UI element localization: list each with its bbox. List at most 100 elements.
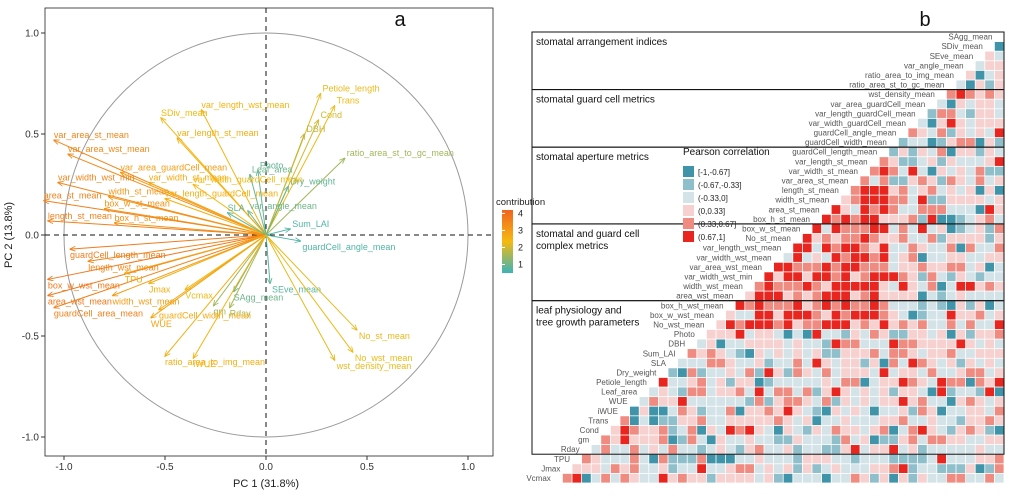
heatmap-cell	[754, 320, 764, 330]
heatmap-cell	[975, 368, 985, 378]
group-title: tree growth parameters	[536, 318, 639, 329]
heatmap-cell	[697, 473, 706, 483]
heatmap-cell	[860, 291, 870, 301]
vector-arrow	[265, 229, 290, 236]
heatmap-cell	[850, 454, 860, 464]
heatmap-cell	[975, 445, 985, 454]
heatmap-cell	[975, 377, 985, 387]
heatmap-cell	[793, 291, 802, 301]
heatmap-cell	[985, 233, 994, 243]
heatmap-cell	[802, 377, 812, 387]
heatmap-cell	[630, 454, 639, 464]
heatmap-legend-label: (0.33,0.67]	[698, 220, 736, 229]
heatmap-cell	[985, 416, 994, 426]
heatmap-cell	[735, 454, 745, 464]
heatmap-cell	[716, 425, 726, 435]
vector-label: var_width_wst_min	[58, 172, 135, 182]
heatmap-cell	[812, 349, 822, 358]
heatmap-cell	[841, 416, 850, 426]
heatmap-cell	[946, 272, 956, 282]
heatmap-cell	[994, 233, 1004, 243]
heatmap-cell	[870, 195, 879, 205]
heatmap-cell	[956, 195, 966, 205]
heatmap-cell	[918, 137, 927, 147]
heatmap-cell	[870, 166, 879, 176]
heatmap-cell	[937, 137, 946, 147]
heatmap-cell	[745, 291, 754, 301]
heatmap-cell	[908, 435, 918, 445]
heatmap-cell	[927, 205, 937, 214]
vector-label: No_st_mean	[359, 331, 410, 341]
heatmap-cell	[918, 262, 927, 272]
heatmap-cell	[668, 445, 678, 454]
heatmap-cell	[735, 358, 745, 368]
heatmap-cell	[774, 425, 783, 435]
heatmap-cell	[889, 416, 898, 426]
heatmap-cell	[975, 176, 985, 186]
heatmap-cell	[764, 310, 774, 320]
heatmap-cell	[975, 454, 985, 464]
heatmap-cell	[975, 416, 985, 426]
heatmap-cell	[812, 243, 822, 253]
heatmap-cell	[754, 310, 764, 320]
heatmap-cell	[927, 445, 937, 454]
y-tick-label: -0.5	[22, 332, 40, 343]
heatmap-cell	[802, 416, 812, 426]
heatmap-cell	[956, 339, 966, 349]
vector-label: var_width_st_mean	[149, 172, 227, 182]
heatmap-cell	[793, 243, 802, 253]
heatmap-cell	[860, 233, 870, 243]
heatmap-cell	[831, 301, 841, 310]
heatmap-cell	[889, 320, 898, 330]
heatmap-cell	[649, 425, 658, 435]
heatmap-cell	[812, 262, 822, 272]
heatmap-cell	[697, 339, 706, 349]
heatmap-cell	[985, 137, 994, 147]
heatmap-cell	[774, 387, 783, 397]
heatmap-cell	[591, 445, 601, 454]
heatmap-cell	[802, 310, 812, 320]
heatmap-cell	[822, 243, 831, 253]
heatmap-cell	[802, 301, 812, 310]
heatmap-cell	[754, 406, 764, 416]
heatmap-cell	[697, 425, 706, 435]
heatmap-legend-label: (-0.33,0]	[698, 194, 728, 203]
row-label: var_width_wst_mean	[696, 253, 771, 262]
heatmap-cell	[927, 262, 937, 272]
heatmap-cell	[850, 310, 860, 320]
heatmap-cell	[687, 406, 697, 416]
heatmap-cell	[783, 454, 793, 464]
heatmap-cell	[985, 176, 994, 186]
heatmap-cell	[850, 291, 860, 301]
heatmap-cell	[793, 358, 802, 368]
heatmap-cell	[716, 406, 726, 416]
x-tick-label: 1.0	[461, 462, 475, 473]
heatmap-cell	[966, 454, 975, 464]
heatmap-cell	[831, 473, 841, 483]
heatmap-cell	[793, 464, 802, 474]
heatmap-cell	[927, 349, 937, 358]
heatmap-cell	[937, 291, 946, 301]
heatmap-cell	[783, 425, 793, 435]
heatmap-cell	[860, 358, 870, 368]
heatmap-cell	[697, 397, 706, 406]
heatmap-cell	[841, 339, 850, 349]
heatmap-cell	[812, 291, 822, 301]
heatmap-cell	[918, 243, 927, 253]
heatmap-cell	[716, 339, 726, 349]
heatmap-cell	[956, 224, 966, 234]
heatmap-cell	[630, 425, 639, 435]
heatmap-cell	[975, 397, 985, 406]
heatmap-cell	[889, 214, 898, 224]
heatmap-cell	[668, 368, 678, 378]
heatmap-cell	[850, 445, 860, 454]
heatmap-cell	[754, 281, 764, 291]
heatmap-cell	[793, 387, 802, 397]
heatmap-cell	[793, 425, 802, 435]
heatmap-cell	[870, 233, 879, 243]
heatmap-cell	[985, 99, 994, 109]
heatmap-cell	[774, 416, 783, 426]
heatmap-cell	[745, 406, 754, 416]
heatmap-cell	[937, 214, 946, 224]
row-label: length_st_mean	[782, 186, 839, 195]
